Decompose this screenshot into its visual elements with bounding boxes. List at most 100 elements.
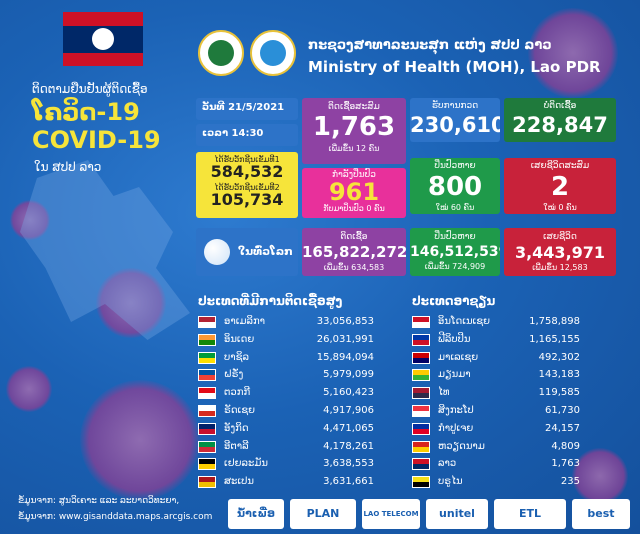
country-flag-icon (412, 476, 430, 489)
world-rec-new: ເພີ່ມຂຶ້ນ 724,909 (424, 262, 486, 271)
country-row: ຕວກກີ 5,160,423 (198, 385, 374, 401)
world-cases-label: ຕິດເຊື້ອ (340, 232, 368, 242)
country-name: ເຢຍລະມັນ (224, 458, 268, 470)
dose1-label: ໄດ້ຮັບວັກຊີນເຂັມທີ1 (214, 155, 280, 164)
source-line-2: ຂໍ້ມູນຈາກ: www.gisanddata.maps.arcgis.co… (18, 512, 213, 522)
time-box: ເວລາ 14:30 (196, 124, 298, 146)
source-line-1: ຂໍ້ມູນຈາກ: ສູນວິເຄາະ ແລະ ລະບາດວິທະຍາ, (18, 496, 180, 506)
sponsor-logo: best (572, 499, 630, 529)
sponsor-logo: PLAN (290, 499, 356, 529)
country-cases: 119,585 (538, 387, 580, 399)
country-flag-icon (198, 369, 216, 382)
worldwide-label: ໃນທົ່ວໂລກ (238, 245, 293, 258)
country-row: ສິງກະໂປ 61,730 (412, 403, 580, 419)
laos-flag (63, 12, 143, 66)
country-name: ມຽນມາ (438, 369, 471, 381)
country-cases: 61,730 (545, 405, 580, 416)
country-name: ອີຕາລີ (224, 440, 249, 452)
country-flag-icon (198, 440, 216, 453)
total-label: ຕິດເຊື້ອສະສົມ (328, 102, 380, 112)
country-name: ອາເມລິກາ (224, 316, 266, 327)
country-flag-icon (412, 387, 430, 400)
country-row: ໄທ 119,585 (412, 385, 580, 401)
sponsor-logo: unitel (426, 499, 488, 529)
country-flag-icon (198, 476, 216, 489)
country-flag-icon (198, 333, 216, 346)
country-cases: 235 (560, 476, 580, 488)
country-flag-icon (412, 333, 430, 346)
country-cases: 492,302 (538, 351, 580, 363)
in-treatment-box: ກຳລັງປິ່ນປົວ 961 ກັບມາປິ່ນປົວ 0 ຄົນ (302, 168, 406, 218)
worldwide-box: ໃນທົ່ວໂລກ (196, 228, 298, 276)
test-value: 230,610 (410, 113, 500, 137)
treat-sub: ກັບມາປິ່ນປົວ 0 ຄົນ (323, 204, 385, 213)
country-cases: 26,031,991 (316, 333, 374, 345)
country-name: ຣັດເຊຍ (224, 405, 255, 416)
country-name: ອິນໂດເນເຊຍ (438, 316, 491, 327)
in-laos-label: ໃນ ສປປ ລາວ (34, 160, 102, 174)
country-flag-icon (412, 351, 430, 364)
country-name: ຫວຽດນາມ (438, 440, 485, 452)
world-cases-box: ຕິດເຊື້ອ 165,822,272 ເພີ່ມຂຶ້ນ 634,583 (302, 228, 406, 276)
country-row: ອີຕາລີ 4,178,261 (198, 439, 374, 455)
country-name: ຟີລິບປິນ (438, 333, 471, 345)
vaccine-dose-box: ໄດ້ຮັບວັກຊີນເຂັມທີ1 584,532 ໄດ້ຮັບວັກຊີນ… (196, 152, 298, 218)
date-box: ວັນທີ 21/5/2021 (196, 98, 298, 120)
country-flag-icon (198, 387, 216, 400)
country-row: ບາຊິລ 15,894,094 (198, 350, 374, 366)
country-name: ມາເລເຊຍ (438, 351, 479, 363)
neg-label: ບໍ່ຕິດເຊື້ອ (543, 101, 577, 111)
world-cases-new: ເພີ່ມຂຶ້ນ 634,583 (323, 263, 385, 272)
sponsor-logo: ETL (494, 499, 566, 529)
covid-title-en: COVID-19 (32, 126, 161, 154)
total-cases-box: ຕິດເຊື້ອສະສົມ 1,763 ເພີ່ມຂຶ້ນ 12 ຄົນ (302, 98, 406, 164)
country-row: ຣັດເຊຍ 4,917,906 (198, 403, 374, 419)
country-cases: 5,160,423 (323, 387, 374, 399)
country-flag-icon (412, 369, 430, 382)
country-name: ກຳປູເຈຍ (438, 422, 474, 434)
rec-label: ປິ່ນປົວຫາຍ (434, 161, 476, 171)
country-name: ອັງກິດ (224, 422, 249, 434)
total-value: 1,763 (312, 112, 396, 142)
rec-sub: ໃໝ່ 60 ຄົນ (435, 203, 475, 212)
country-flag-icon (198, 422, 216, 435)
sponsor-logo: ນ້ຳເພື່ອ (228, 499, 284, 529)
country-cases: 1,758,898 (529, 316, 580, 327)
dose2-value: 105,734 (210, 190, 284, 209)
world-rec-label: ປິ່ນປົວຫາຍ (434, 232, 476, 242)
country-flag-icon (198, 405, 216, 417)
globe-icon (204, 239, 230, 265)
country-name: ສິງກະໂປ (438, 405, 474, 416)
virus-decoration (80, 380, 200, 500)
country-flag-icon (198, 351, 216, 364)
country-row: ຟີລິບປິນ 1,165,155 (412, 332, 580, 348)
country-flag-icon (412, 316, 430, 328)
country-name: ໄທ (438, 387, 450, 399)
country-name: ບາຊິລ (224, 351, 249, 363)
tested-box: ຮັບການກວດ 230,610 (410, 98, 500, 142)
country-name: ຕວກກີ (224, 387, 251, 399)
world-death-new: ເພີ່ມຂຶ້ນ 12,583 (532, 263, 588, 272)
dose1-value: 584,532 (210, 162, 284, 181)
death-sub: ໃໝ່ 0 ຄົນ (543, 203, 577, 212)
country-row: ລາວ 1,763 (412, 456, 580, 472)
country-name: ອິນເດຍ (224, 333, 255, 345)
country-cases: 4,917,906 (323, 405, 374, 416)
country-cases: 3,631,661 (323, 476, 374, 488)
country-cases: 143,183 (538, 369, 580, 381)
country-name: ຝຣັ່ງ (224, 369, 244, 381)
ministry-name-en: Ministry of Health (MOH), Lao PDR (308, 58, 601, 76)
country-row: ຝຣັ່ງ 5,979,099 (198, 367, 374, 383)
country-name: ລາວ (438, 458, 457, 470)
country-flag-icon (412, 458, 430, 471)
country-cases: 1,165,155 (529, 333, 580, 345)
virus-decoration (6, 366, 52, 412)
total-new: ເພີ່ມຂຶ້ນ 12 ຄົນ (328, 144, 380, 153)
tracking-title: ຕິດຕາມຢືນຢັນຜູ້ຕິດເຊື້ອ (32, 82, 148, 96)
ministry-name-lao: ກະຊວງສາທາລະນະສຸກ ແຫ່ງ ສປປ ລາວ (308, 38, 552, 53)
treat-value: 961 (328, 178, 380, 206)
covid-title-lao: ໂຄວິດ-19 (32, 98, 140, 126)
country-row: ມຽນມາ 143,183 (412, 367, 580, 383)
world-rec-value: 146,512,539 (410, 244, 500, 260)
